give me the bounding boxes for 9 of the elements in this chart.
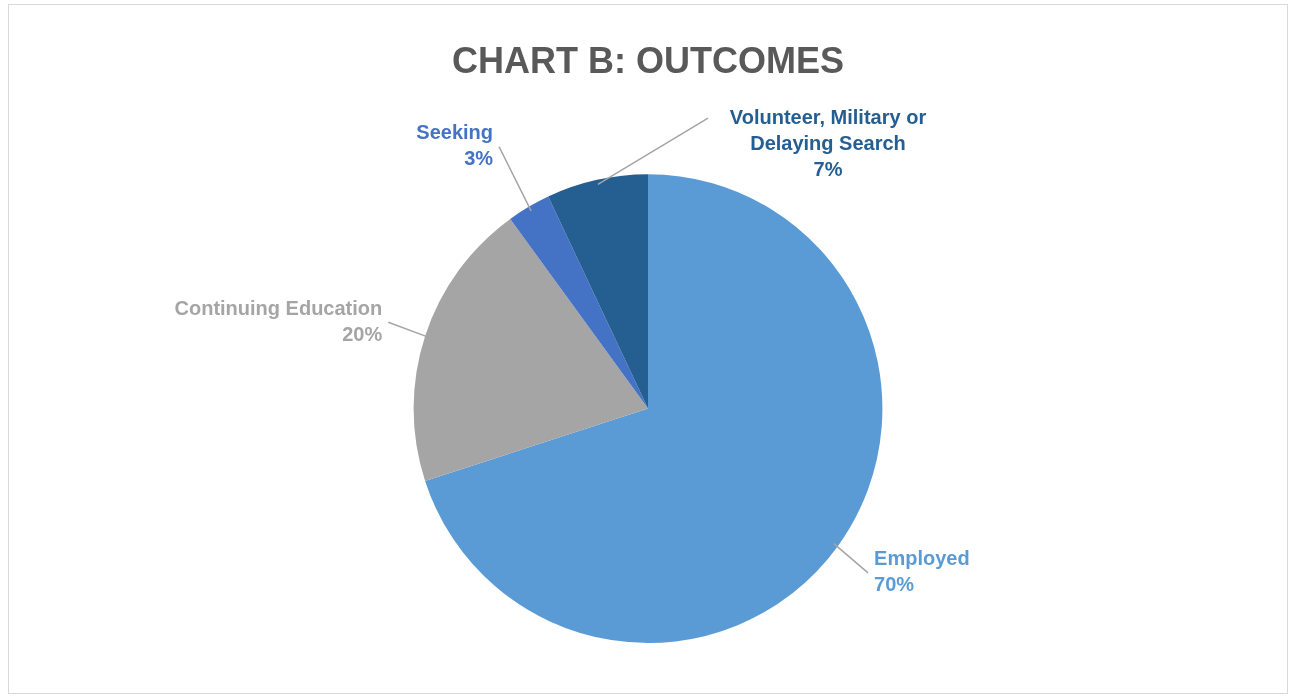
data-label: 7% <box>813 157 843 180</box>
data-label: 20% <box>342 322 383 345</box>
slice-label: Seeking <box>416 121 494 144</box>
data-label: 3% <box>464 147 494 170</box>
slice-label: Continuing Education <box>174 296 383 319</box>
chart-title: CHART B: OUTCOMES <box>452 39 844 81</box>
data-label: 70% <box>874 573 915 596</box>
slice-label: Volunteer, Military or Delaying Search <box>729 105 927 154</box>
slice-label: Employed <box>874 547 970 570</box>
